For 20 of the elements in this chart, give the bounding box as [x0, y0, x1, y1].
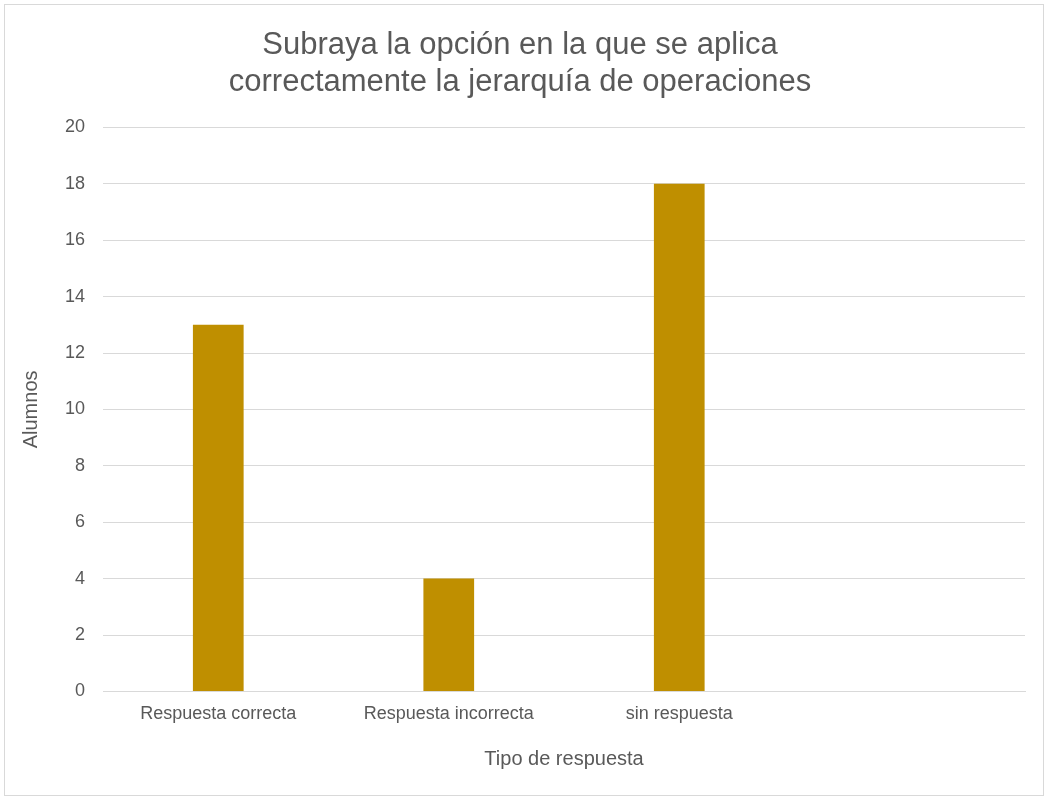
y-tick-label: 14 — [64, 285, 86, 306]
y-tick-label: 8 — [75, 454, 86, 475]
y-tick-label: 0 — [75, 680, 86, 701]
y-tick-label: 18 — [64, 172, 86, 193]
chart-title: Subraya la opción en la que se aplica correctamente la jerarquía de operaciones — [228, 26, 812, 99]
y-tick-label: 2 — [75, 623, 86, 644]
x-axis-title: Tipo de respuesta — [484, 746, 645, 769]
bar — [653, 183, 705, 691]
y-axis-title: Alumnos — [18, 370, 41, 449]
x-tick-label: Respuesta incorrecta — [363, 703, 535, 724]
y-tick-label: 20 — [64, 116, 86, 137]
bar — [192, 324, 244, 691]
y-tick-label: 12 — [64, 341, 86, 362]
x-tick-label: Respuesta correcta — [140, 703, 298, 724]
y-tick-label: 6 — [75, 511, 86, 532]
x-tick-label: sin respuesta — [625, 703, 734, 724]
bar — [423, 578, 475, 691]
y-tick-label: 4 — [75, 567, 86, 588]
y-tick-label: 10 — [64, 398, 86, 419]
y-tick-label: 16 — [64, 229, 86, 250]
